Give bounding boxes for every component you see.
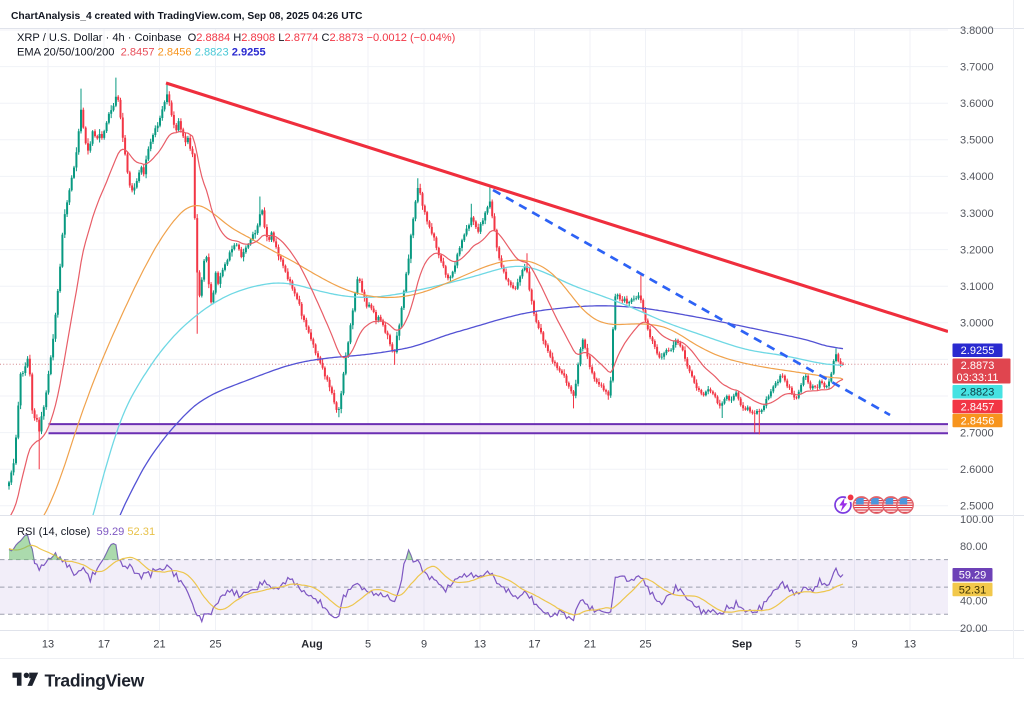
svg-text:03:33:11: 03:33:11 (956, 372, 998, 384)
svg-text:21: 21 (584, 639, 596, 651)
svg-text:2.7000: 2.7000 (960, 427, 994, 439)
svg-text:13: 13 (474, 639, 486, 651)
svg-text:TradingView: TradingView (45, 671, 145, 691)
svg-text:3.8000: 3.8000 (960, 25, 994, 37)
svg-text:3.1000: 3.1000 (960, 281, 994, 293)
svg-text:3.7000: 3.7000 (960, 61, 994, 73)
svg-text:20.00: 20.00 (960, 623, 988, 635)
svg-text:Aug: Aug (301, 639, 322, 651)
svg-text:100.00: 100.00 (960, 514, 994, 526)
svg-text:ChartAnalysis_4 created with T: ChartAnalysis_4 created with TradingView… (11, 11, 363, 22)
svg-text:25: 25 (209, 639, 221, 651)
svg-text:2.8873: 2.8873 (961, 360, 995, 372)
svg-text:5: 5 (365, 639, 371, 651)
svg-text:5: 5 (795, 639, 801, 651)
svg-text:EMA 20/50/100/200 2.8457 2.84: EMA 20/50/100/200 2.8457 2.8456 2.8823 2… (17, 47, 266, 59)
svg-text:9: 9 (421, 639, 427, 651)
svg-text:9: 9 (851, 639, 857, 651)
svg-text:52.31: 52.31 (959, 584, 987, 596)
svg-text:17: 17 (528, 639, 540, 651)
svg-text:2.8823: 2.8823 (961, 387, 995, 399)
svg-text:2.8457: 2.8457 (961, 401, 995, 413)
svg-text:XRP / U.S. Dollar · 4h · Coinb: XRP / U.S. Dollar · 4h · Coinbase O2.888… (17, 32, 455, 44)
svg-text:RSI (14, close) 59.29 52.31: RSI (14, close) 59.29 52.31 (17, 526, 155, 538)
svg-text:2.5000: 2.5000 (960, 501, 994, 513)
svg-text:Sep: Sep (732, 639, 752, 651)
svg-text:3.2000: 3.2000 (960, 244, 994, 256)
svg-text:59.29: 59.29 (959, 570, 987, 582)
svg-text:3.4000: 3.4000 (960, 171, 994, 183)
svg-text:3.5000: 3.5000 (960, 135, 994, 147)
svg-text:2.9255: 2.9255 (961, 345, 995, 357)
svg-text:21: 21 (153, 639, 165, 651)
svg-text:2.6000: 2.6000 (960, 464, 994, 476)
svg-text:80.00: 80.00 (960, 541, 988, 553)
svg-text:13: 13 (904, 639, 916, 651)
svg-text:2.8456: 2.8456 (961, 415, 995, 427)
svg-text:17: 17 (98, 639, 110, 651)
svg-text:3.0000: 3.0000 (960, 318, 994, 330)
svg-text:40.00: 40.00 (960, 596, 988, 608)
svg-text:3.3000: 3.3000 (960, 208, 994, 220)
svg-text:3.6000: 3.6000 (960, 98, 994, 110)
svg-text:25: 25 (639, 639, 651, 651)
svg-text:13: 13 (42, 639, 54, 651)
